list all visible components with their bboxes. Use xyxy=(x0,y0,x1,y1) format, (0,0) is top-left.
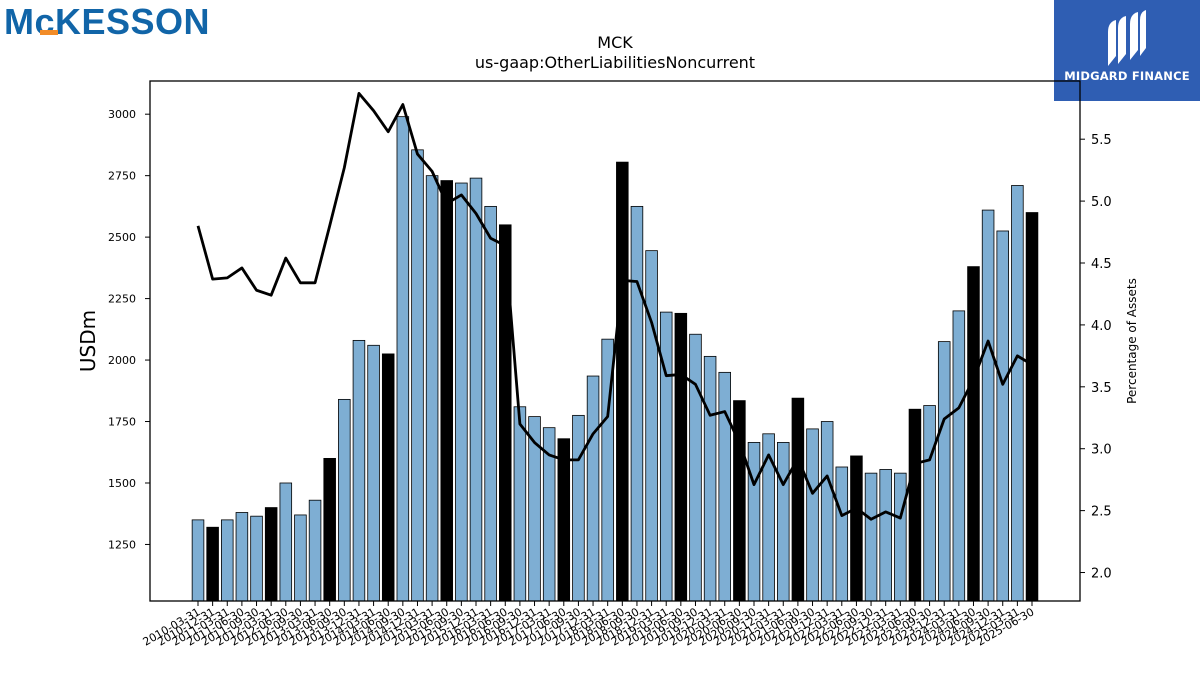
percent-line-series xyxy=(196,91,1033,521)
bar-2012-03-31 xyxy=(264,507,278,602)
bar-2020-03-31 xyxy=(718,371,731,602)
bar-2022-06-30 xyxy=(850,455,863,602)
bar-2013-03-31 xyxy=(308,499,322,602)
bar-2024-03-31 xyxy=(952,310,966,602)
bar-2019-06-30 xyxy=(674,312,688,602)
chart-title: MCK xyxy=(597,33,633,52)
bar-2011-06-30 xyxy=(235,512,249,602)
bar-2019-12-31 xyxy=(703,355,717,602)
y-tick-label: 2250 xyxy=(108,293,136,306)
y2-tick-label: 2.5 xyxy=(1091,505,1112,520)
bar-2016-03-31 xyxy=(484,205,497,602)
y-tick-label: 1750 xyxy=(108,416,136,429)
bar-2023-03-31 xyxy=(894,472,907,602)
bar-2017-12-31 xyxy=(586,375,600,602)
logo-accent-bar xyxy=(40,30,58,35)
y2-tick-label: 4.0 xyxy=(1091,319,1112,334)
bar-2010-12-31 xyxy=(206,526,219,602)
bar-2017-06-30 xyxy=(557,438,571,602)
bar-2013-09-30 xyxy=(338,398,351,602)
bar-2023-09-30 xyxy=(923,405,936,602)
bar-2016-09-30 xyxy=(513,406,527,602)
bar-2022-12-31 xyxy=(879,469,892,602)
bar-2022-09-30 xyxy=(864,472,878,602)
bar-2012-06-30 xyxy=(279,482,293,602)
bar-2014-12-31 xyxy=(411,149,424,602)
bar-2014-09-30 xyxy=(396,116,410,602)
y-tick-label: 2750 xyxy=(108,170,136,183)
bar-2011-03-31 xyxy=(221,519,234,602)
bar-2025-06-30 xyxy=(1025,212,1039,602)
x-axis: 2010-03-312010-12-312011-03-312011-06-30… xyxy=(141,601,1037,649)
bar-2021-06-30 xyxy=(791,397,805,602)
midgard-logo-text: MIDGARD FINANCE xyxy=(1064,69,1190,83)
bar-2013-12-31 xyxy=(352,339,366,602)
y2-tick-label: 2.0 xyxy=(1091,567,1112,582)
bar-2024-09-30 xyxy=(981,209,995,602)
bar-2012-09-30 xyxy=(294,514,307,602)
y2-tick-label: 4.5 xyxy=(1091,257,1112,272)
plot-frame xyxy=(149,80,1081,602)
bar-2014-06-30 xyxy=(381,353,395,602)
bar-2013-06-30 xyxy=(323,457,336,602)
bar-2020-12-31 xyxy=(762,433,775,602)
bar-2015-09-30 xyxy=(455,182,468,602)
midgard-mark-icon xyxy=(1108,10,1146,66)
y-axis-left: 1250 1500 1750 2000 2250 2500 2750 3000 xyxy=(108,108,150,551)
bar-2024-06-30 xyxy=(967,266,980,602)
bar-2015-03-31 xyxy=(425,175,439,602)
y-tick-label: 1250 xyxy=(108,538,136,551)
bar-2021-09-30 xyxy=(806,428,819,602)
bar-2015-06-30 xyxy=(440,180,453,602)
y2-axis-label: Percentage of Assets xyxy=(1125,278,1139,404)
bar-2011-09-30 xyxy=(250,515,263,602)
bar-2018-06-30 xyxy=(616,161,629,602)
y-tick-label: 2500 xyxy=(108,231,136,244)
bar-2023-06-30 xyxy=(908,408,922,602)
bar-2023-12-31 xyxy=(937,341,951,602)
bar-2021-12-31 xyxy=(820,421,834,602)
y2-tick-label: 5.5 xyxy=(1091,133,1112,148)
bar-2019-03-31 xyxy=(659,311,673,602)
y2-tick-label: 3.5 xyxy=(1091,381,1112,396)
bar-2010-03-31 xyxy=(191,519,205,602)
bar-2021-03-31 xyxy=(777,442,790,602)
y-axis-right: 2.0 2.5 3.0 3.5 4.0 4.5 5.0 5.5 xyxy=(1080,133,1112,582)
y-tick-label: 2000 xyxy=(108,354,136,367)
y-tick-label: 1500 xyxy=(108,477,136,490)
y2-tick-label: 3.0 xyxy=(1091,443,1112,458)
y-tick-label: 3000 xyxy=(108,108,136,121)
bar-2025-03-31 xyxy=(1011,185,1024,602)
y-axis-label: USDm xyxy=(76,310,100,372)
bar-2019-09-30 xyxy=(689,333,702,602)
bar-2020-09-30 xyxy=(747,442,761,602)
chart-subtitle: us-gaap:OtherLiabilitiesNoncurrent xyxy=(475,53,755,72)
midgard-finance-logo: MIDGARD FINANCE xyxy=(1054,0,1200,101)
bar-2018-09-30 xyxy=(630,205,644,602)
bar-series xyxy=(191,116,1039,602)
bar-2014-03-31 xyxy=(367,344,380,602)
bar-2018-12-31 xyxy=(645,250,658,602)
bar-2015-12-31 xyxy=(469,177,483,602)
percent-of-assets-line xyxy=(196,91,1033,521)
mckesson-logo: McKESSON xyxy=(4,2,210,42)
bar-2017-09-30 xyxy=(572,414,585,602)
y2-tick-label: 5.0 xyxy=(1091,195,1112,210)
bar-2024-12-31 xyxy=(996,230,1009,602)
mckesson-logo-text: McKESSON xyxy=(4,1,211,42)
bar-2022-03-31 xyxy=(835,466,849,602)
